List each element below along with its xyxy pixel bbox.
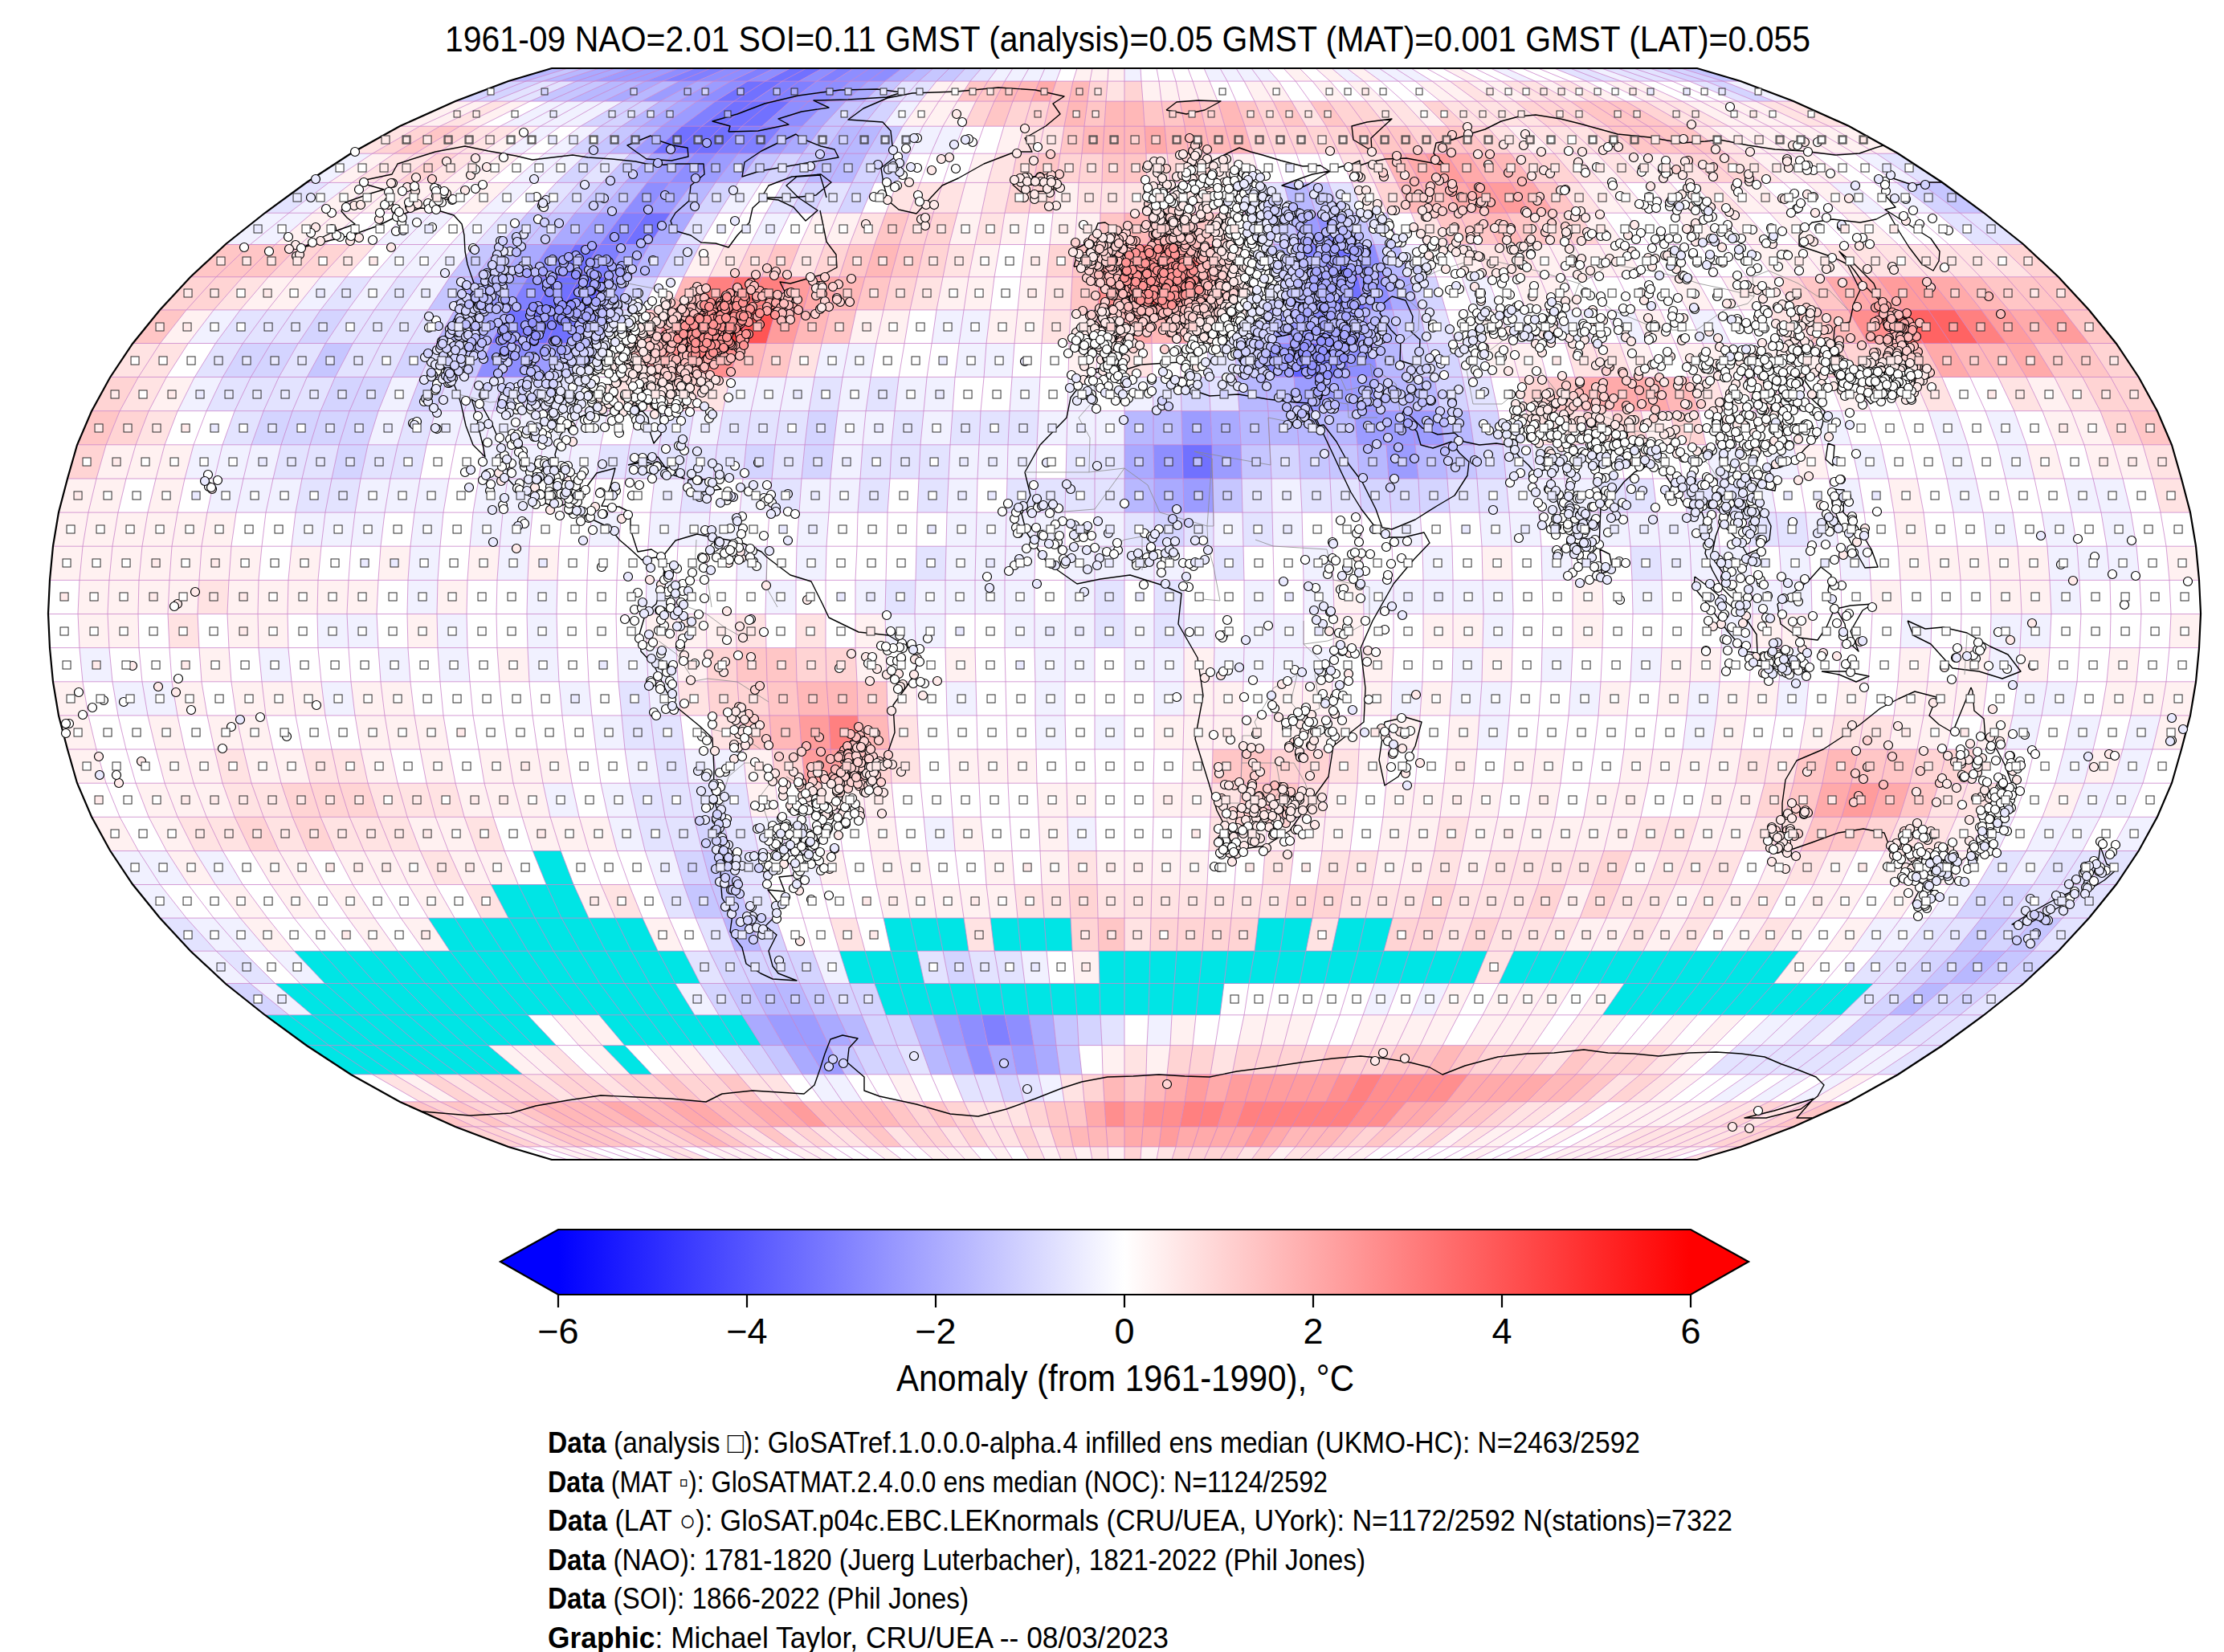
svg-text:0: 0 xyxy=(1114,1311,1134,1352)
svg-text:Data (analysis □): GloSATref.1: Data (analysis □): GloSATref.1.0.0.0-alp… xyxy=(548,1426,1640,1459)
svg-text:Data (SOI): 1866-2022 (Phil Jo: Data (SOI): 1866-2022 (Phil Jones) xyxy=(548,1582,969,1615)
svg-text:−2: −2 xyxy=(915,1311,956,1352)
svg-text:Data (LAT ○): GloSAT.p04c.EBC.: Data (LAT ○): GloSAT.p04c.EBC.LEKnormals… xyxy=(548,1504,1732,1537)
svg-text:Data (NAO): 1781-1820 (Juerg L: Data (NAO): 1781-1820 (Juerg Luterbacher… xyxy=(548,1544,1365,1577)
svg-text:6: 6 xyxy=(1680,1311,1700,1352)
svg-text:−6: −6 xyxy=(537,1311,578,1352)
svg-text:Graphic: Michael Taylor, CRU/U: Graphic: Michael Taylor, CRU/UEA -- 08/0… xyxy=(548,1621,1169,1652)
svg-text:4: 4 xyxy=(1492,1311,1512,1352)
svg-text:Anomaly (from 1961-1990), °C: Anomaly (from 1961-1990), °C xyxy=(896,1356,1354,1399)
svg-text:−4: −4 xyxy=(726,1311,767,1352)
svg-text:Data (MAT ▫): GloSATMAT.2.4.0.: Data (MAT ▫): GloSATMAT.2.4.0.0 ens medi… xyxy=(548,1466,1328,1499)
svg-text:1961-09 NAO=2.01 SOI=0.11 GMST: 1961-09 NAO=2.01 SOI=0.11 GMST (analysis… xyxy=(445,18,1810,59)
svg-text:2: 2 xyxy=(1303,1311,1323,1352)
